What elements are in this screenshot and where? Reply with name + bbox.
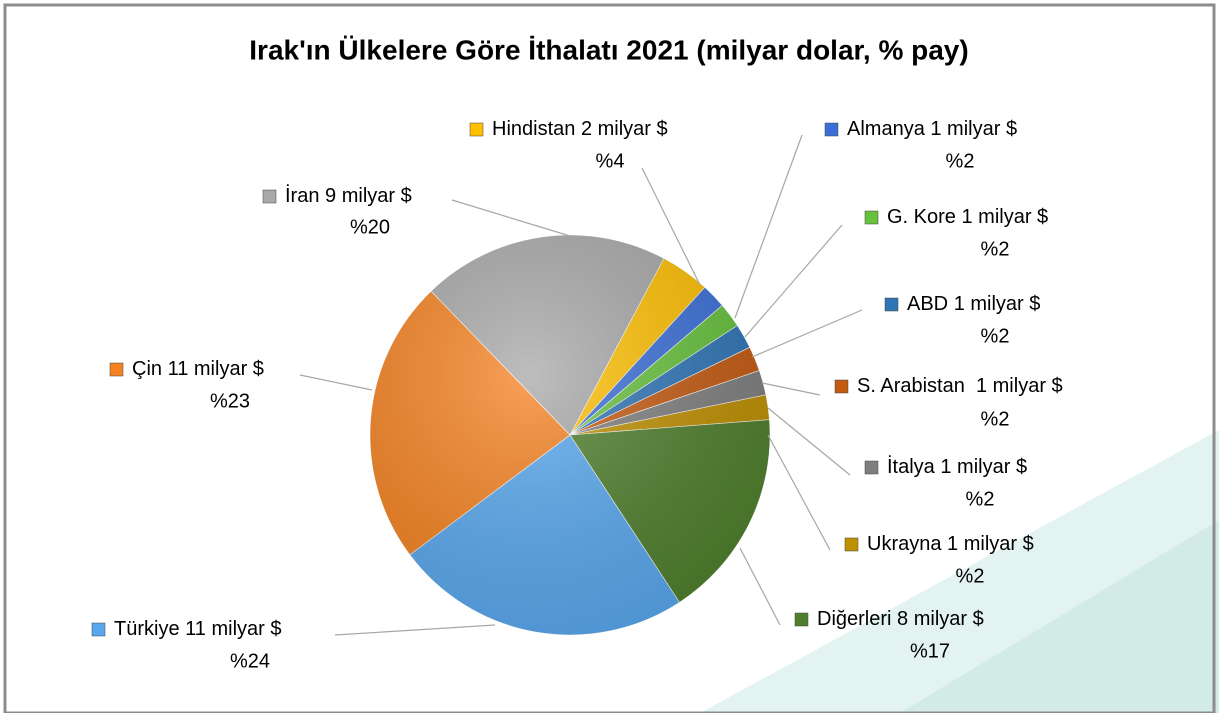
decoration [900, 520, 1219, 713]
data-label: Almanya 1 milyar $ [847, 118, 1017, 140]
category-name: ABD [907, 293, 948, 315]
legend-key [864, 460, 879, 475]
amount-label: 1 milyar $ [961, 206, 1048, 228]
legend-key [794, 612, 809, 627]
category-name: İtalya [887, 455, 936, 478]
amount-label: 11 milyar $ [185, 618, 281, 640]
leader-line [299, 374, 373, 391]
leader-line [767, 407, 851, 476]
leader-line [744, 224, 843, 338]
amount-label: 1 milyar $ [940, 456, 1027, 478]
amount-label: 8 milyar $ [897, 608, 984, 630]
chart-title: Irak'ın Ülkelere Göre İthalatı 2021 (mil… [249, 34, 968, 65]
category-name: Ukrayna [867, 533, 942, 555]
data-label: S. Arabistan 1 milyar $ [857, 375, 1063, 397]
leader-line [751, 309, 863, 358]
leader-line [739, 547, 781, 626]
amount-label: 11 milyar $ [168, 358, 264, 380]
pie [369, 234, 771, 636]
data-label: ABD 1 milyar $ [907, 293, 1040, 315]
legend-key [91, 622, 106, 637]
leader-line [767, 434, 831, 551]
value-label: %24 [230, 650, 270, 672]
category-name: Diğerleri [817, 608, 891, 630]
amount-label: 2 milyar $ [581, 118, 668, 140]
data-label: Ukrayna 1 milyar $ [867, 533, 1034, 555]
category-name: S. Arabistan [857, 375, 970, 397]
legend-key [109, 362, 124, 377]
legend-key [884, 297, 899, 312]
data-label: G. Kore 1 milyar $ [887, 206, 1048, 228]
data-label: Çin 11 milyar $ [132, 358, 264, 380]
value-label: %17 [910, 640, 950, 662]
legend-key [824, 122, 839, 137]
legend-key [834, 379, 849, 394]
legend-key [262, 189, 277, 204]
leader-line [641, 167, 701, 286]
value-label: %2 [981, 408, 1010, 430]
category-name: İran [285, 184, 319, 207]
legend-key [864, 210, 879, 225]
value-label: %2 [981, 238, 1010, 260]
amount-label: 9 milyar $ [325, 185, 412, 207]
data-label: Hindistan 2 milyar $ [492, 118, 668, 140]
amount-label: 1 milyar $ [976, 375, 1063, 397]
labels: Hindistan 2 milyar $ %4 Almanya 1 milyar $… [91, 118, 1063, 672]
category-name: G. Kore [887, 206, 956, 228]
value-label: %2 [946, 150, 975, 172]
data-label: Türkiye 11 milyar $ [114, 618, 281, 640]
amount-label: 1 milyar $ [947, 533, 1034, 555]
leader-line [761, 382, 821, 396]
value-label: %2 [956, 565, 985, 587]
leader-line [334, 624, 496, 636]
value-label: %23 [210, 390, 250, 412]
amount-label: 1 milyar $ [954, 293, 1041, 315]
leader-line [734, 134, 803, 319]
value-label: %2 [981, 325, 1010, 347]
value-label: %20 [350, 216, 390, 238]
leader-line [451, 199, 571, 237]
data-label: Diğerleri 8 milyar $ [817, 608, 984, 630]
data-label: İtalya 1 milyar $ [887, 455, 1027, 478]
amount-label: 1 milyar $ [930, 118, 1017, 140]
category-name: Almanya [847, 118, 926, 140]
value-label: %4 [596, 150, 625, 172]
legend-key [469, 122, 484, 137]
category-name: Hindistan [492, 118, 575, 140]
category-name: Türkiye [114, 618, 180, 640]
data-label: İran 9 milyar $ [285, 184, 412, 207]
value-label: %2 [966, 488, 995, 510]
category-name: Çin [132, 358, 162, 380]
legend-key [844, 537, 859, 552]
